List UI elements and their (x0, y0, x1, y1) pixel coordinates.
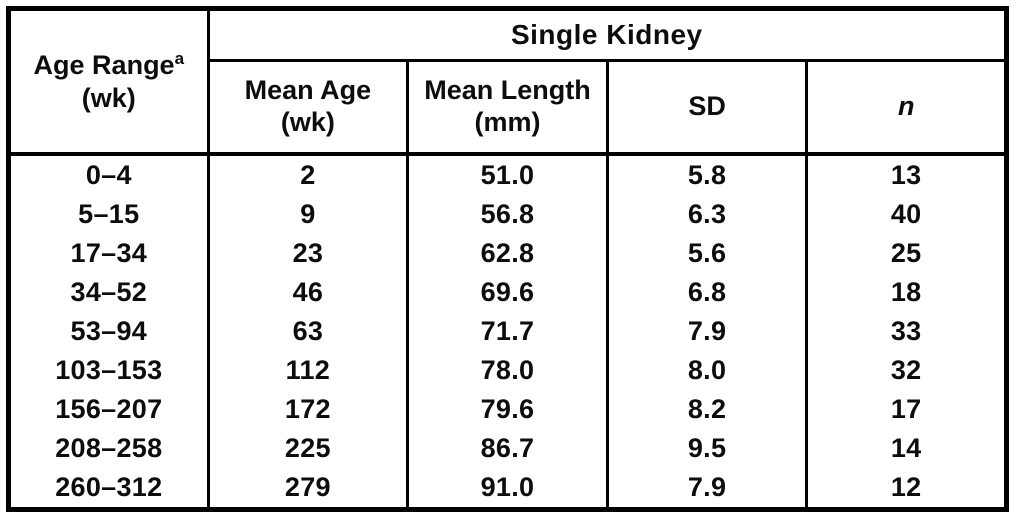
table-row: 53–94 63 71.7 7.9 33 (9, 312, 1007, 351)
table-cell-mean-length: 69.6 (406, 273, 608, 312)
table-cell-age-range: 260–312 (55, 472, 163, 502)
age-range-unit: (wk) (81, 82, 136, 113)
table-cell-mean-length: 56.8 (406, 195, 608, 234)
column-header-age-range: Age Rangea (wk) (8, 8, 209, 156)
table-subheader-row: Mean Age (wk) Mean Length (mm) SD n (9, 60, 1007, 156)
table-cell-age-range: 208–258 (55, 433, 163, 463)
table-cell-sd: 9.5 (605, 429, 807, 468)
table-cell-age-range: 156–207 (55, 394, 163, 424)
mean-age-unit: (wk) (280, 107, 335, 137)
table-cell-age-range: 53–94 (70, 316, 148, 346)
table-row: 260–312 279 91.0 7.9 12 (9, 468, 1007, 510)
table-cell-age-range: 34–52 (70, 277, 148, 307)
table-cell-sd: 6.8 (605, 273, 807, 312)
mean-length-label: Mean Length (424, 75, 591, 106)
table-cell-sd: 6.3 (605, 195, 807, 234)
n-label: n (897, 91, 915, 122)
table-cell-n: 14 (805, 429, 1007, 468)
table-row: 34–52 46 69.6 6.8 18 (9, 273, 1007, 312)
table-cell-mean-length: 91.0 (406, 468, 608, 510)
table-cell-n: 25 (805, 234, 1007, 273)
table-row: 156–207 172 79.6 8.2 17 (9, 390, 1007, 429)
table-row: 103–153 112 78.0 8.0 32 (9, 351, 1007, 390)
table-cell-n: 33 (805, 312, 1007, 351)
table-cell-mean-length: 78.0 (406, 351, 608, 390)
table-cell-age-range: 17–34 (70, 238, 148, 268)
table-cell-mean-length: 86.7 (406, 429, 608, 468)
table-cell-n: 13 (805, 154, 1007, 195)
table-cell-mean-age: 2 (206, 154, 408, 195)
table-cell-sd: 7.9 (605, 312, 807, 351)
table-cell-mean-age: 112 (206, 351, 408, 390)
table-cell-mean-length: 79.6 (406, 390, 608, 429)
table-cell-mean-length: 62.8 (406, 234, 608, 273)
table-row: 208–258 225 86.7 9.5 14 (9, 429, 1007, 468)
table-cell-mean-age: 9 (206, 195, 408, 234)
column-header-n: n (805, 60, 1007, 156)
column-header-mean-length: Mean Length (mm) (406, 60, 608, 156)
table-cell-mean-length: 71.7 (406, 312, 608, 351)
table-cell-sd: 5.8 (605, 154, 807, 195)
table-cell-n: 17 (805, 390, 1007, 429)
table-cell-mean-age: 63 (206, 312, 408, 351)
table-cell-mean-age: 172 (206, 390, 408, 429)
table-row: 0–4 2 51.0 5.8 13 (9, 154, 1007, 195)
table-row: 5–15 9 56.8 6.3 40 (9, 195, 1007, 234)
mean-length-unit: (mm) (474, 107, 541, 137)
mean-age-label: Mean Age (244, 75, 372, 106)
table-cell-mean-age: 46 (206, 273, 408, 312)
table-header: Age Rangea (wk) Single Kidney Mean Age (… (8, 8, 1007, 156)
table-cell-mean-age: 225 (206, 429, 408, 468)
table-row: 17–34 23 62.8 5.6 25 (9, 234, 1007, 273)
table-cell-sd: 8.2 (605, 390, 807, 429)
table-cell-sd: 8.0 (605, 351, 807, 390)
group-header-single-kidney: Single Kidney (206, 8, 1007, 62)
table-cell-n: 40 (805, 195, 1007, 234)
table-cell-sd: 7.9 (605, 468, 807, 510)
column-header-sd: SD (605, 60, 807, 156)
age-range-label: Age Rangea (33, 48, 185, 80)
column-header-mean-age: Mean Age (wk) (206, 60, 408, 156)
table-body: 0–4 2 51.0 5.8 13 5–15 9 56.8 6.3 40 17–34 23 62.8 5.… (9, 154, 1007, 510)
table-cell-sd: 5.6 (605, 234, 807, 273)
table-cell-mean-length: 51.0 (406, 154, 608, 195)
kidney-length-by-age-table: Age Rangea (wk) Single Kidney Mean Age (… (6, 6, 1009, 512)
table-cell-n: 18 (805, 273, 1007, 312)
table-cell-mean-age: 23 (206, 234, 408, 273)
table-cell-age-range: 103–153 (55, 355, 163, 385)
table-cell-age-range: 5–15 (78, 199, 140, 229)
sd-label: SD (688, 91, 726, 122)
table-cell-age-range: 0–4 (85, 160, 132, 190)
table-cell-n: 32 (805, 351, 1007, 390)
footnote-marker-a: a (174, 48, 185, 68)
table-header-row-span: Age Rangea (wk) Single Kidney (8, 8, 1007, 156)
table-cell-n: 12 (805, 468, 1007, 510)
table-cell-mean-age: 279 (206, 468, 408, 510)
